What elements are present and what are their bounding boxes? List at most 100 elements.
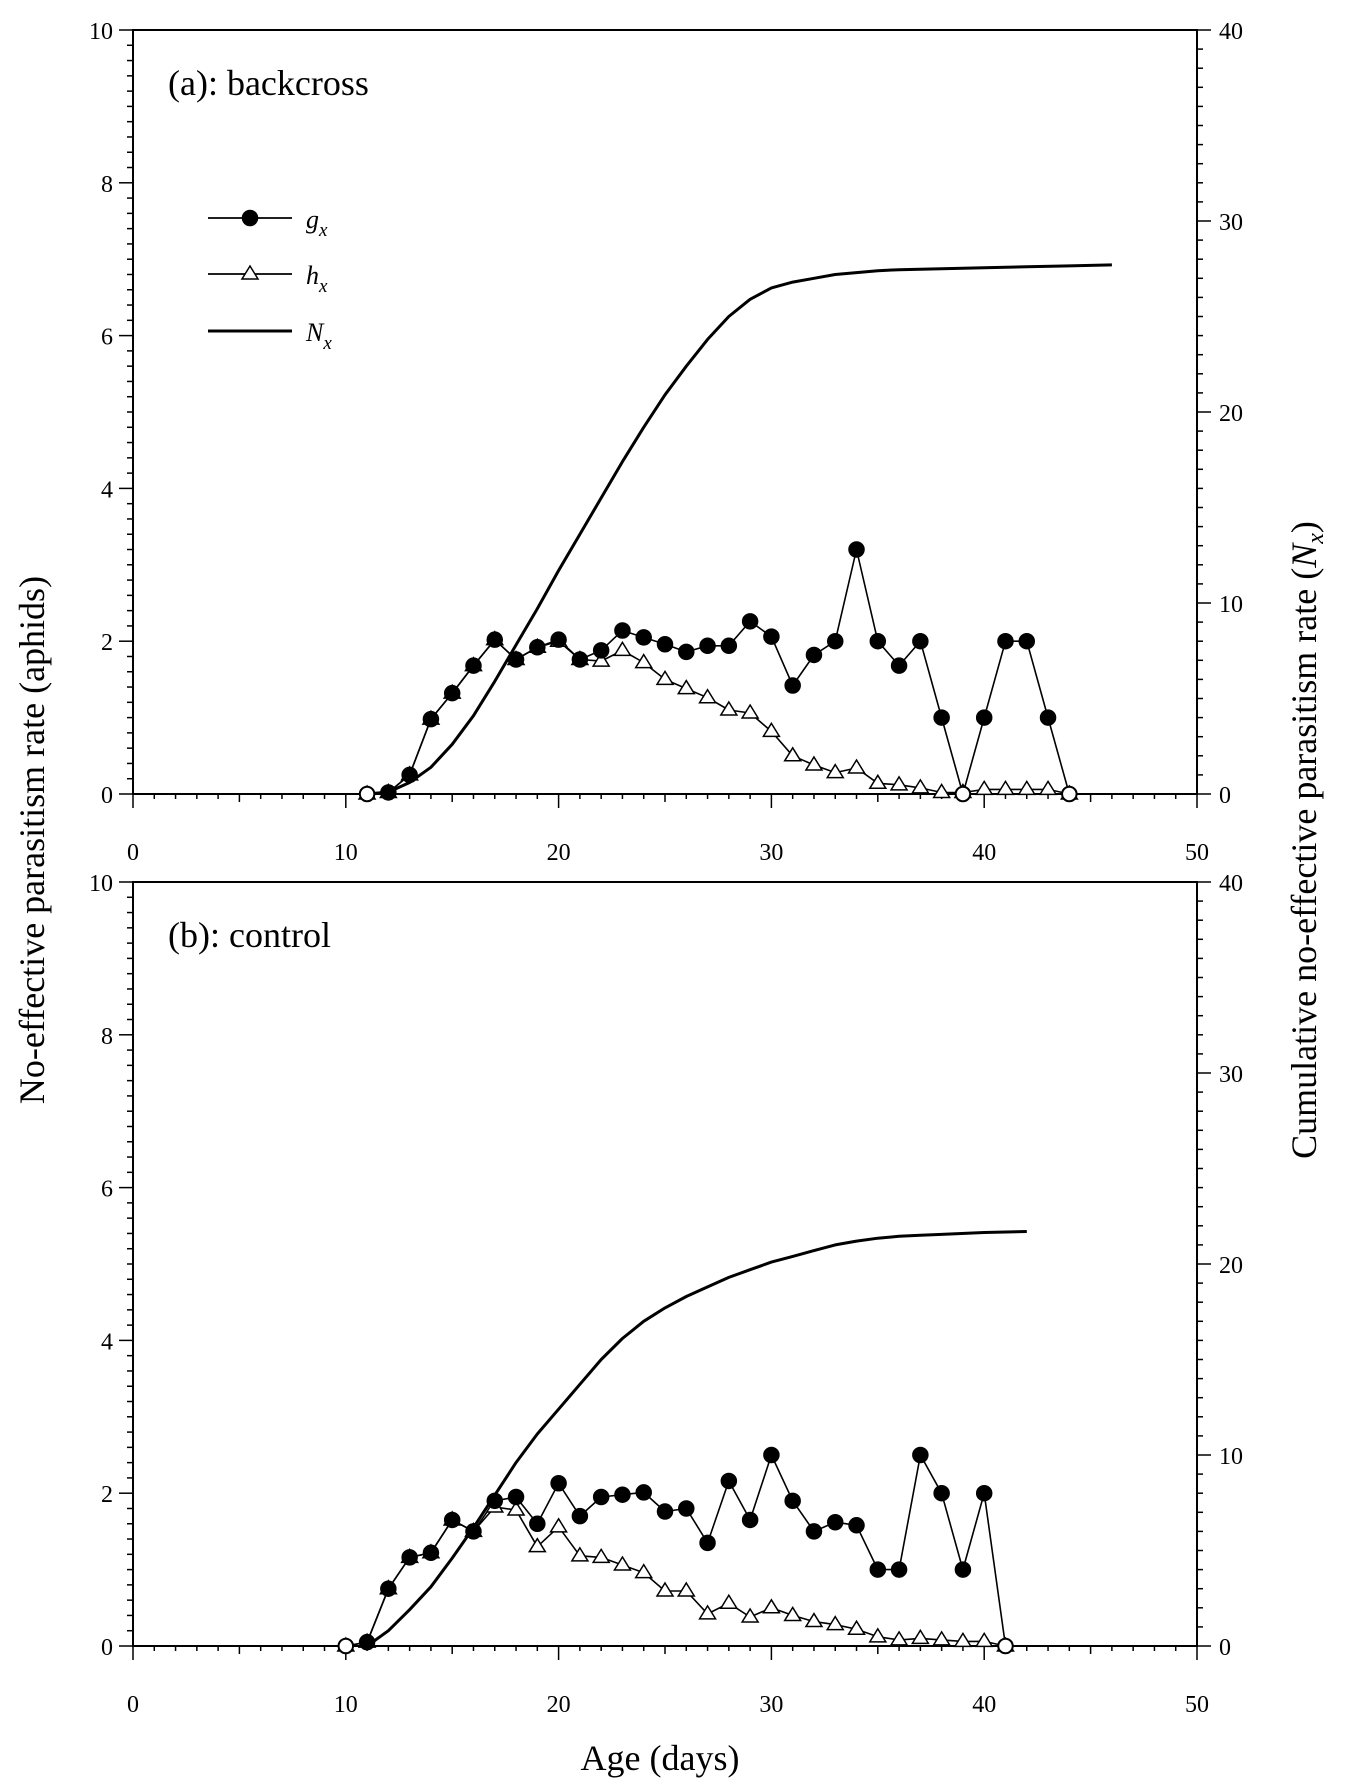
point-zero bbox=[955, 786, 971, 802]
point-hx bbox=[613, 1555, 632, 1571]
point-hx bbox=[868, 1627, 888, 1643]
point-gx bbox=[826, 1513, 844, 1531]
point-gx bbox=[848, 1517, 865, 1534]
point-gx bbox=[741, 613, 759, 630]
point-gx bbox=[529, 639, 546, 656]
point-zero bbox=[997, 1638, 1014, 1654]
point-hx bbox=[613, 640, 632, 657]
point-gx bbox=[486, 1492, 504, 1510]
point-gx bbox=[358, 1633, 376, 1651]
point-hx bbox=[762, 721, 781, 738]
y-right-tick-label: 40 bbox=[1219, 871, 1243, 897]
point-zero bbox=[1061, 786, 1078, 802]
series-b bbox=[336, 1230, 1027, 1655]
point-gx bbox=[741, 1511, 759, 1529]
legend-marker-hx bbox=[240, 264, 260, 280]
y-right-tick-label: 10 bbox=[1219, 1444, 1243, 1470]
x-tick-label: 20 bbox=[547, 840, 571, 866]
point-gx bbox=[443, 684, 461, 702]
x-tick-label: 10 bbox=[334, 840, 358, 866]
point-gx bbox=[443, 1511, 461, 1529]
legend-item-nx: Nx bbox=[208, 318, 332, 354]
point-hx bbox=[698, 688, 717, 704]
point-hx bbox=[740, 1607, 760, 1623]
point-hx bbox=[932, 1630, 951, 1646]
point-gx bbox=[890, 1561, 908, 1578]
point-gx bbox=[869, 632, 887, 650]
point-gx bbox=[380, 784, 397, 801]
x-tick-label: 30 bbox=[759, 1692, 783, 1718]
point-gx bbox=[975, 709, 993, 726]
point-gx bbox=[720, 1472, 738, 1490]
point-gx bbox=[401, 766, 418, 784]
ticks-a: 0 10 20 30 40 50 0 2 4 6 8 10 0 10 20 30 40 bbox=[89, 19, 1243, 866]
x-tick-label: 10 bbox=[334, 1692, 358, 1718]
point-hx bbox=[740, 703, 760, 719]
point-hx bbox=[804, 755, 824, 771]
point-gx bbox=[614, 1486, 631, 1503]
point-hx bbox=[549, 1517, 568, 1533]
point-gx bbox=[656, 636, 674, 653]
plot-frame-b bbox=[132, 881, 1198, 1647]
point-hx bbox=[953, 1631, 973, 1648]
series-a bbox=[357, 263, 1112, 803]
point-gx bbox=[1039, 709, 1057, 726]
y-left-tick-label: 0 bbox=[101, 1635, 113, 1661]
point-gx bbox=[954, 1561, 972, 1578]
point-hx bbox=[783, 1606, 803, 1622]
y-left-tick-label: 8 bbox=[101, 172, 113, 198]
point-gx bbox=[720, 637, 738, 655]
point-hx bbox=[996, 779, 1015, 796]
point-hx bbox=[591, 1547, 611, 1564]
legend-item-gx: gx bbox=[208, 205, 328, 241]
x-tick-label: 0 bbox=[127, 840, 139, 866]
y-left-tick-label: 8 bbox=[101, 1024, 113, 1050]
point-gx bbox=[422, 710, 440, 728]
x-tick-label: 50 bbox=[1185, 840, 1209, 866]
point-hx bbox=[889, 1630, 909, 1646]
point-gx bbox=[571, 651, 589, 668]
point-gx bbox=[699, 1534, 716, 1552]
x-tick-label: 40 bbox=[972, 840, 996, 866]
legend-marker-gx bbox=[241, 209, 259, 227]
point-gx bbox=[975, 1484, 993, 1502]
y-right-tick-label: 10 bbox=[1219, 592, 1243, 618]
series-line-Nx bbox=[366, 1230, 1027, 1648]
point-hx bbox=[911, 778, 930, 794]
point-hx bbox=[868, 773, 888, 790]
point-gx bbox=[592, 642, 610, 659]
y-left-tick-label: 6 bbox=[101, 1177, 113, 1203]
point-hx bbox=[655, 1581, 675, 1597]
point-zero bbox=[359, 786, 375, 802]
point-gx bbox=[848, 541, 865, 558]
point-gx bbox=[784, 1492, 801, 1510]
y-left-tick-label: 2 bbox=[101, 1482, 113, 1508]
point-hx bbox=[1017, 779, 1037, 796]
point-gx bbox=[529, 1515, 546, 1533]
x-tick-label: 30 bbox=[759, 840, 783, 866]
point-gx bbox=[763, 628, 780, 645]
point-gx bbox=[656, 1503, 674, 1520]
point-gx bbox=[699, 637, 716, 655]
point-hx bbox=[762, 1598, 781, 1614]
point-gx bbox=[571, 1507, 589, 1525]
point-hx bbox=[847, 1619, 866, 1635]
y-right-tick-label: 0 bbox=[1219, 783, 1231, 809]
point-zero bbox=[338, 1638, 354, 1654]
point-hx bbox=[719, 700, 739, 716]
point-hx bbox=[698, 1604, 717, 1620]
y-left-tick-label: 0 bbox=[101, 783, 113, 809]
y-right-tick-label: 40 bbox=[1219, 19, 1243, 45]
point-gx bbox=[784, 677, 801, 694]
point-hx bbox=[932, 783, 951, 799]
point-hx bbox=[676, 1581, 696, 1597]
point-hx bbox=[570, 1546, 590, 1562]
legend: gx hx Nx bbox=[208, 205, 332, 354]
point-hx bbox=[634, 1563, 654, 1579]
y-right-tick-label: 20 bbox=[1219, 401, 1243, 427]
y-left-tick-label: 6 bbox=[101, 325, 113, 351]
point-gx bbox=[763, 1446, 780, 1464]
legend-label-gx: gx bbox=[306, 205, 328, 241]
y-axis-right-title: Cumulative no-effective parasitism rate … bbox=[1284, 521, 1329, 1159]
